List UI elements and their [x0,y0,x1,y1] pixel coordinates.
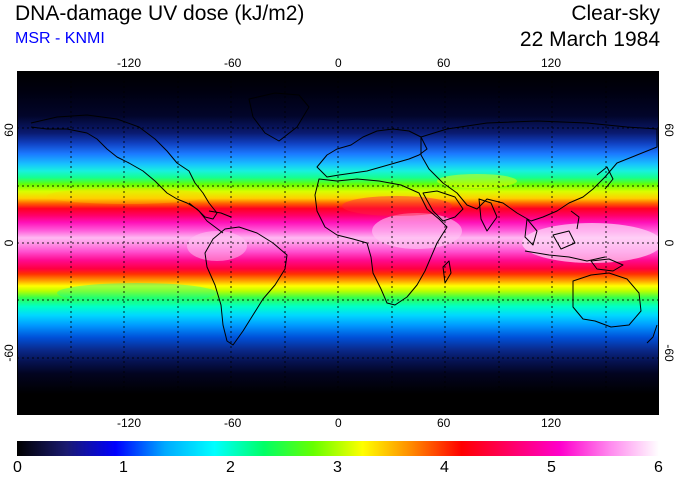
colorbar-label: 4 [440,459,449,476]
south-pacific-band [57,283,217,303]
right-edge-marker [660,186,666,300]
central-america-coast [188,202,224,234]
lon-tick-top: 0 [335,56,342,70]
madagascar-coast [442,260,452,284]
lon-tick-top: -120 [117,56,142,70]
colorbar-label: 2 [226,459,235,476]
south-america-coast [204,226,288,346]
lon-tick-bottom: 120 [541,416,562,430]
north-america-coast [30,114,218,220]
india-coast [478,198,498,232]
lat-tick-right: 0 [662,239,676,247]
caribbean-coast [208,210,232,218]
lon-tick-bottom: -120 [117,416,142,430]
lon-tick-top: 120 [541,56,562,70]
australia-coast [572,272,642,328]
colorbar-label: 6 [654,459,663,476]
map-date: 22 March 1984 [519,28,660,51]
greenland-coast [248,92,310,142]
colorbar [17,441,659,456]
lon-tick-bottom: 60 [437,416,451,430]
lon-tick-bottom: -60 [224,416,242,430]
uv-dose-map [17,71,659,415]
japan-coast [596,166,614,190]
colorbar-label: 0 [13,459,22,476]
sahara-red-zone [342,196,452,216]
map-title: DNA-damage UV dose (kJ/m2) [15,2,305,25]
lat-tick-left: 0 [2,239,16,247]
left-edge-marker [11,186,17,300]
philippines-coast [570,210,580,230]
asia-pacific-high [522,223,659,263]
asia-coast [420,120,658,222]
colorbar-label: 3 [333,459,342,476]
africa-coast [314,178,448,306]
lat-tick-left: -60 [2,344,16,362]
north-pacific-band [47,188,207,204]
lon-tick-top: 60 [437,56,451,70]
africa-high [372,213,462,249]
map-source: MSR - KNMI [15,30,105,47]
borneo-coast [552,230,576,250]
lat-tick-right: 60 [662,123,676,137]
sky-condition: Clear-sky [571,2,660,25]
europe-coast [316,128,428,178]
new-zealand-coast [646,324,658,344]
americas-high [187,231,247,261]
tibet-band [437,174,517,188]
lon-tick-top: -60 [224,56,242,70]
map-overlay [17,71,659,415]
colorbar-label: 5 [547,459,556,476]
graticule [17,71,659,415]
indochina-coast [524,218,538,246]
indonesia-coast [524,250,606,262]
colorbar-label: 1 [119,459,128,476]
new-guinea-coast [590,258,624,272]
arabia-coast [422,190,464,222]
lat-tick-right: -60 [662,344,676,362]
lon-tick-bottom: 0 [335,416,342,430]
coastlines [30,92,658,346]
lat-tick-left: 60 [2,123,16,137]
